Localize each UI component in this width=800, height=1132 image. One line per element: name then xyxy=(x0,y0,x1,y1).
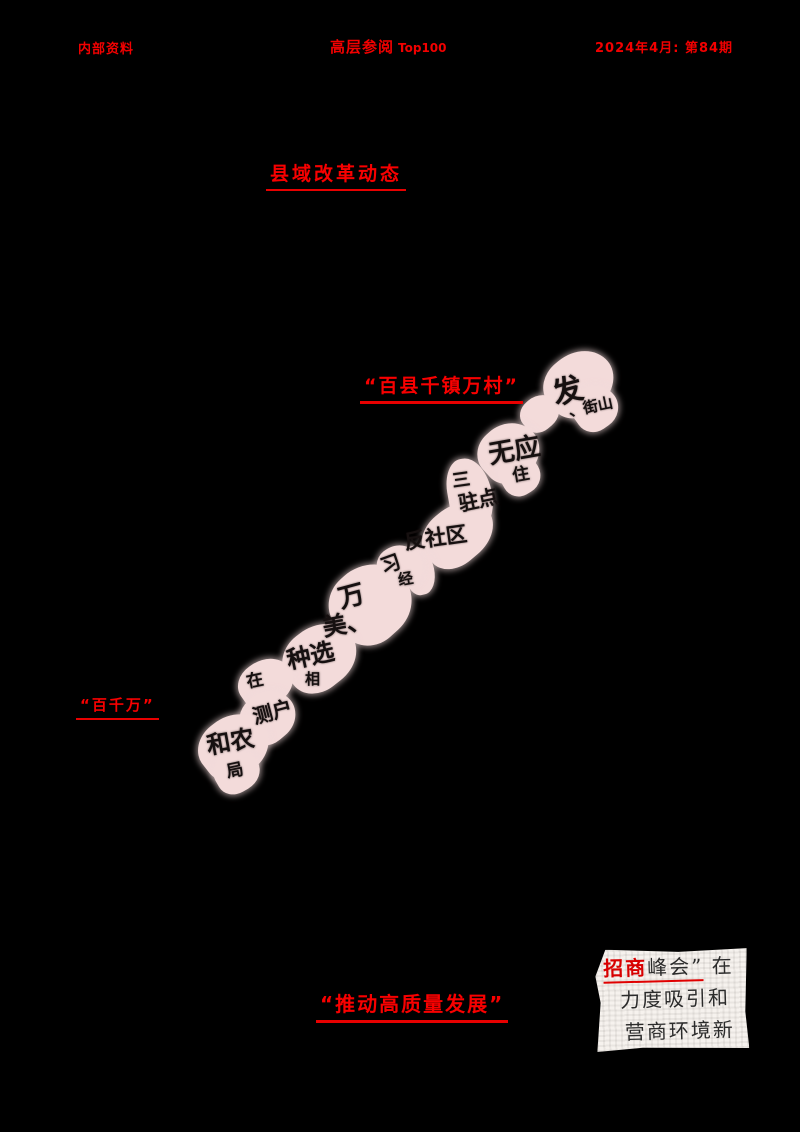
quote-phrase-bottom: “推动高质量发展” xyxy=(316,988,509,1023)
document-title: 县域改革动态 xyxy=(266,159,407,191)
header-left-marking: 内部资料 xyxy=(78,42,135,57)
watermark-text-fragment: 相 xyxy=(305,670,321,688)
header-masthead-title: 高层参阅 xyxy=(330,38,395,56)
header-masthead: 高层参阅 Top100 xyxy=(330,36,447,57)
scan-line-1: 招商峰会” 在 xyxy=(595,946,748,985)
quote-phrase-left: “百千万” xyxy=(76,694,159,720)
scan-line-1-text: 峰会” xyxy=(646,954,704,980)
header-date-issue: 2024年4月: 第84期 xyxy=(595,41,734,56)
header-issue-tag: Top100 xyxy=(398,41,447,55)
scan-highlighted-segment: 招商峰会” xyxy=(603,954,704,984)
quote-phrase-middle: “百县千镇万村” xyxy=(360,371,523,404)
scan-line-2: 力度吸引和 xyxy=(619,985,731,1013)
scan-line-3: 营商环境新 xyxy=(624,1017,736,1045)
highlight-keyword: 招商 xyxy=(602,955,648,981)
scan-patch: 招商峰会” 在 力度吸引和 营商环境新 xyxy=(595,946,750,1052)
scan-line-1-tail: 在 xyxy=(703,953,735,979)
